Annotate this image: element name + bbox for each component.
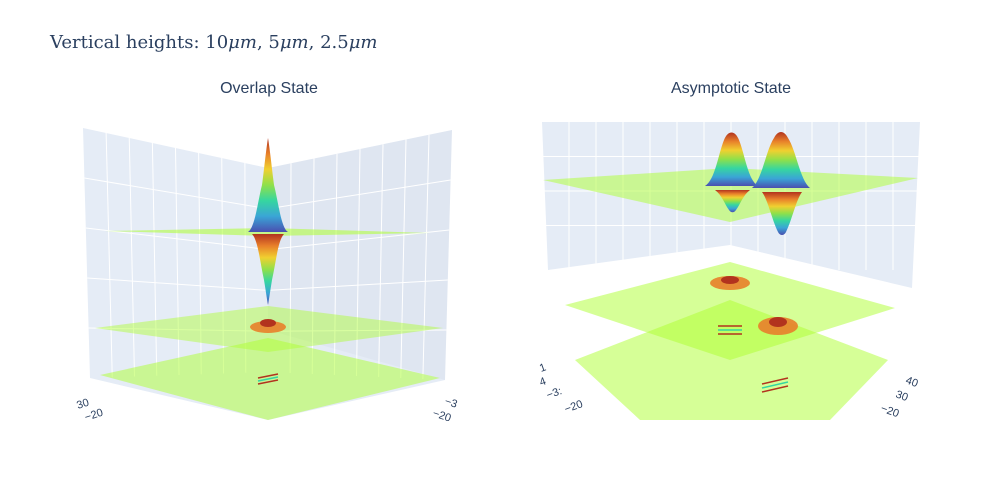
overlap-gridline (267, 229, 450, 251)
overlap-peak-10um (248, 138, 288, 232)
overlap-tick-right-2: −20 (431, 407, 452, 424)
overlap-scene[interactable]: 30 −20 −3 −20 (75, 128, 459, 425)
asymptotic-peak-left (705, 132, 758, 186)
asymptotic-tick-left-2: 4 (538, 375, 548, 388)
asymptotic-tick-left-1: 1 (538, 361, 548, 374)
overlap-gridline (267, 329, 447, 332)
overlap-gridline (356, 148, 361, 377)
asymptotic-dip-left (715, 190, 750, 213)
overlap-dip-10um (252, 234, 284, 305)
overlap-gridline (400, 139, 407, 379)
title-prefix: Vertical heights: (50, 32, 206, 53)
height-unit-1: μm (228, 32, 257, 53)
overlap-gridline (128, 137, 135, 377)
asymptotic-state-title: Asymptotic State (670, 80, 792, 97)
overlap-ripple-2p5um (257, 373, 279, 385)
overlap-gridline (88, 327, 269, 332)
overlap-gridline (333, 153, 338, 376)
asymptotic-tick-left-4: −20 (563, 398, 585, 416)
asymptotic-peak-right (752, 132, 810, 188)
asymptotic-blob-5um-right-core (769, 317, 787, 327)
figure-title: Vertical heights: 10μm, 5μm, 2.5μm (50, 32, 378, 53)
overlap-tick-left-1: 30 (75, 397, 90, 412)
overlap-blob-5um-core (260, 319, 276, 327)
overlap-tick-left-2: −20 (83, 407, 104, 424)
overlap-gridline (151, 142, 158, 376)
overlap-tick-right-1: −3 (443, 395, 459, 410)
asymptotic-scene[interactable]: 1 4 −3: −20 40 30 −20 (538, 122, 920, 420)
height-value-1: 10 (205, 32, 229, 53)
height-value-2: 5 (268, 32, 280, 53)
overlap-gridline (422, 134, 430, 380)
asymptotic-dip-right (762, 192, 802, 235)
height-unit-2: μm (279, 32, 309, 53)
overlap-gridline (311, 158, 315, 375)
height-value-3: 2.5 (320, 32, 349, 53)
asymptotic-plane-2p5um (575, 300, 888, 420)
height-unit-3: μm (348, 32, 378, 53)
asymptotic-tick-left-3: −3: (545, 385, 564, 402)
title-separator-1: , (256, 32, 269, 53)
overlap-gridline (244, 162, 247, 373)
overlap-gridline (378, 144, 384, 378)
asymptotic-ripple-right (761, 377, 789, 393)
overlap-gridline (198, 152, 202, 375)
overlap-gridline (267, 279, 448, 291)
overlap-gridline (87, 277, 269, 291)
overlap-gridline (289, 163, 292, 374)
asymptotic-ripple-left (718, 325, 742, 335)
asymptotic-tick-right-1: 40 (904, 375, 920, 390)
overlap-gridline (85, 227, 269, 251)
overlap-gridline (84, 177, 269, 210)
overlap-gridline (105, 132, 113, 378)
overlap-gridline (175, 147, 180, 376)
title-separator-2: , (308, 32, 321, 53)
overlap-gridline (221, 157, 224, 374)
overlap-gridlines (84, 132, 451, 380)
asymptotic-tick-right-3: −20 (879, 403, 901, 421)
overlap-gridline (267, 179, 451, 210)
asymptotic-tick-right-2: 30 (894, 389, 910, 404)
asymptotic-blob-5um-left-core (721, 276, 739, 284)
overlap-state-title: Overlap State (220, 80, 318, 97)
